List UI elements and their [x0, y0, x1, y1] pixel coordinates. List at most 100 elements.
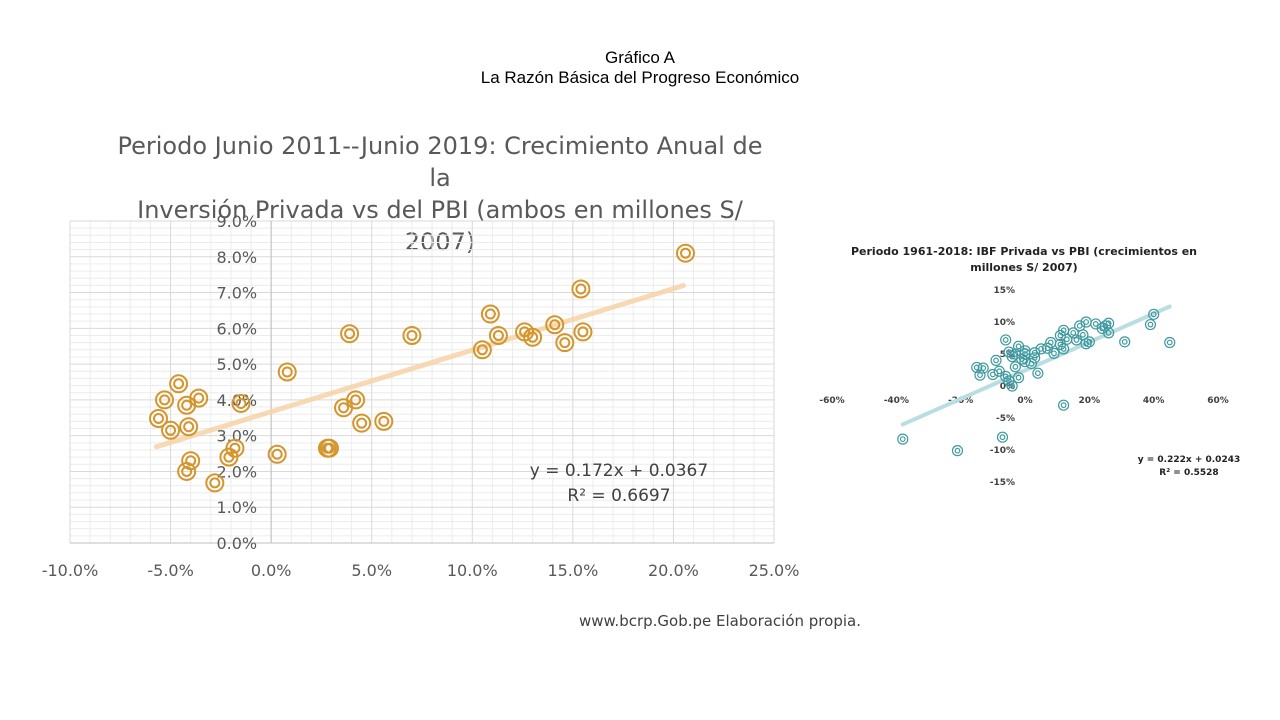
data-point-inner-ring — [484, 308, 496, 320]
x-tick-label: 15.0% — [547, 561, 598, 580]
data-point-outer-ring — [334, 398, 354, 418]
small-data-point — [1048, 347, 1060, 359]
small-data-point-outer-ring — [987, 368, 999, 381]
data-point — [488, 325, 508, 345]
y-tick-label: 3.0% — [216, 427, 257, 446]
data-point-inner-ring — [209, 477, 221, 489]
data-point-inner-ring — [378, 415, 390, 427]
small-data-point — [1012, 372, 1025, 384]
data-point — [523, 327, 543, 347]
small-data-point — [1006, 350, 1018, 363]
small-data-point-inner-ring — [1009, 383, 1016, 389]
small-data-point — [1119, 336, 1131, 348]
small-x-tick-label: -40% — [884, 396, 909, 406]
data-point-inner-ring — [559, 337, 571, 349]
trendline-r-squared: R² = 0.6697 — [567, 486, 670, 506]
data-point-outer-ring — [555, 333, 575, 353]
y-tick-label: 2.0% — [216, 462, 257, 481]
small-y-tick-label: 15% — [993, 286, 1015, 296]
small-data-point-outer-ring — [1025, 358, 1038, 370]
data-point-outer-ring — [675, 243, 695, 263]
x-tick-label: 25.0% — [749, 561, 800, 580]
x-tick-label: 20.0% — [648, 561, 699, 580]
small-data-point-outer-ring — [951, 445, 964, 457]
small-trendline-r-squared: R² = 0.5528 — [1159, 468, 1218, 478]
data-point-inner-ring — [338, 402, 350, 414]
main-scatter-chart: 0.0%1.0%2.0%3.0%4.0%5.0%6.0%7.0%8.0%9.0%… — [42, 212, 800, 580]
small-data-point — [1009, 361, 1021, 373]
small-x-tick-label: 40% — [1143, 396, 1165, 406]
small-data-point-outer-ring — [1083, 336, 1095, 348]
x-tick-label: -5.0% — [147, 561, 193, 580]
y-tick-label: 6.0% — [216, 319, 257, 338]
small-data-point-inner-ring — [1038, 345, 1044, 352]
data-point — [374, 411, 394, 431]
data-point-inner-ring — [271, 448, 283, 460]
small-y-tick-label: -5% — [996, 414, 1015, 424]
data-point-inner-ring — [185, 455, 197, 467]
small-data-point-outer-ring — [1006, 380, 1018, 392]
small-data-point — [1057, 399, 1070, 411]
trendline — [153, 283, 686, 450]
y-tick-label: 9.0% — [216, 212, 257, 231]
data-point — [231, 393, 251, 413]
small-data-point-inner-ring — [1083, 319, 1090, 325]
small-data-point-outer-ring — [1119, 336, 1131, 348]
small-data-point-outer-ring — [1019, 348, 1031, 360]
small-data-point-inner-ring — [973, 364, 980, 371]
small-data-point-inner-ring — [1166, 339, 1173, 346]
small-data-point-inner-ring — [1086, 338, 1093, 345]
small-data-point-inner-ring — [1150, 311, 1157, 318]
small-data-point-outer-ring — [897, 433, 909, 445]
small-data-point — [1070, 334, 1083, 346]
small-data-point-outer-ring — [1029, 352, 1041, 364]
small-data-point-inner-ring — [1057, 332, 1064, 339]
small-data-point-outer-ring — [1006, 350, 1018, 363]
small-data-point-outer-ring — [1054, 329, 1066, 342]
data-point-outer-ring — [179, 417, 199, 437]
data-point-inner-ring — [223, 451, 235, 463]
small-data-point-outer-ring — [1048, 347, 1060, 359]
y-tick-label: 7.0% — [216, 284, 257, 303]
small-data-point-outer-ring — [1057, 343, 1070, 355]
figure-header: Gráfico A La Razón Básica del Progreso E… — [0, 48, 1280, 88]
small-data-point — [1035, 343, 1047, 355]
small-chart-title-line2: millones S/ 2007) — [970, 261, 1077, 274]
small-data-point — [971, 361, 983, 374]
small-data-point — [1103, 327, 1115, 339]
small-data-point-inner-ring — [993, 357, 999, 364]
small-data-point-inner-ring — [1012, 363, 1019, 370]
small-data-point-inner-ring — [1034, 370, 1041, 377]
small-data-point-outer-ring — [971, 361, 983, 374]
data-point-inner-ring — [181, 465, 193, 477]
x-tick-label: 5.0% — [351, 561, 392, 580]
data-point — [352, 413, 372, 433]
data-point — [177, 461, 197, 481]
data-point-inner-ring — [575, 283, 587, 295]
small-data-point-outer-ring — [977, 362, 989, 374]
data-point-inner-ring — [549, 319, 561, 331]
small-data-point-outer-ring — [1057, 399, 1070, 411]
small-scatter-chart: Periodo 1961-2018: IBF Privada vs PBI (c… — [819, 245, 1240, 488]
small-data-point — [1148, 308, 1160, 320]
small-data-point — [974, 369, 986, 381]
data-point-inner-ring — [344, 328, 356, 340]
data-point-outer-ring — [177, 395, 197, 415]
y-tick-label: 1.0% — [216, 498, 257, 517]
small-x-tick-label: -60% — [819, 396, 844, 406]
small-data-point — [1006, 380, 1018, 392]
data-point-inner-ring — [350, 394, 362, 406]
data-point-inner-ring — [159, 394, 171, 406]
data-point-outer-ring — [523, 327, 543, 347]
data-point — [277, 362, 297, 382]
data-point-outer-ring — [545, 315, 565, 335]
data-point-inner-ring — [406, 329, 418, 341]
x-tick-label: 0.0% — [251, 561, 292, 580]
y-tick-label: 0.0% — [216, 534, 257, 553]
data-point-inner-ring — [181, 399, 193, 411]
data-point-inner-ring — [183, 421, 195, 433]
small-data-point — [1019, 348, 1031, 360]
data-point — [573, 322, 593, 342]
small-data-point-outer-ring — [1009, 361, 1021, 373]
data-point — [205, 473, 225, 493]
